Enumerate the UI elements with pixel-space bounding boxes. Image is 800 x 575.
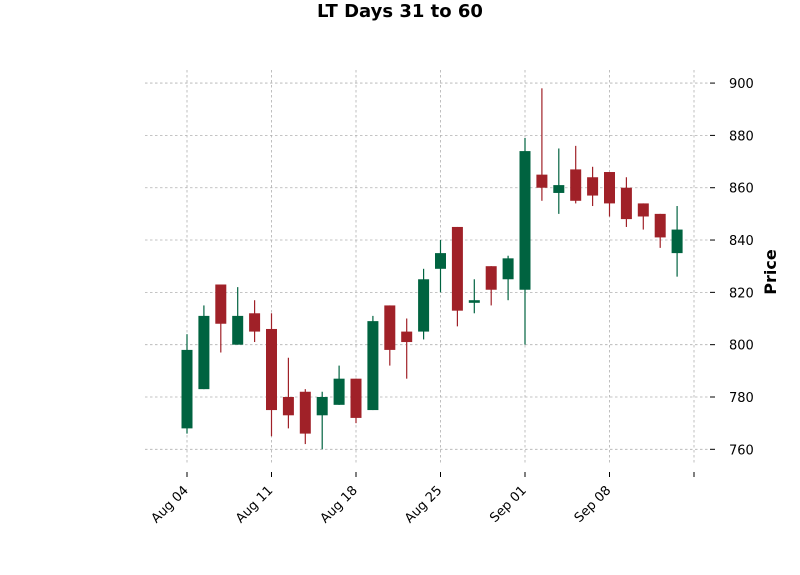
x-tick-label: Aug 18 xyxy=(318,483,361,526)
candle-body-down xyxy=(249,313,261,332)
x-tick-label: Aug 11 xyxy=(233,483,276,526)
candle-body-down xyxy=(266,328,277,411)
candle xyxy=(333,365,345,405)
grid xyxy=(145,70,710,465)
candle xyxy=(587,166,599,207)
x-tick-label: Sep 08 xyxy=(572,483,615,526)
candle-body-down xyxy=(215,284,227,324)
candle-body-down xyxy=(384,305,396,350)
candle-body-down xyxy=(299,391,311,434)
candle xyxy=(418,268,430,340)
candle-body-up xyxy=(333,378,345,405)
candle xyxy=(401,318,413,379)
candle xyxy=(435,240,446,293)
candle xyxy=(282,357,294,429)
candle xyxy=(468,279,480,314)
candle-body-down xyxy=(637,203,649,217)
candle xyxy=(485,266,497,306)
candle-body-up xyxy=(553,185,565,193)
candle xyxy=(536,88,548,201)
candle-body-down xyxy=(604,172,615,204)
x-tick-label: Aug 25 xyxy=(402,483,445,526)
candle-body-up xyxy=(468,300,480,303)
y-axis: 760 780 800 820 840 860 880 900 xyxy=(710,77,754,458)
candle-body-up xyxy=(502,258,514,280)
y-tick-label: 780 xyxy=(729,391,754,406)
candle-body-down xyxy=(451,226,463,311)
candle-body-up xyxy=(519,151,531,290)
candle xyxy=(316,391,328,450)
y-tick-label: 820 xyxy=(729,286,754,301)
candle-body-down xyxy=(536,174,548,188)
candle-body-down xyxy=(485,266,497,290)
candle xyxy=(654,213,666,248)
candle xyxy=(637,203,649,230)
candle-body-down xyxy=(401,331,413,343)
candle xyxy=(553,148,565,214)
candle-body-down xyxy=(654,213,666,238)
x-axis: Aug 04 Aug 11 Aug 18 Aug 25 Sep 01 Sep 08 xyxy=(149,472,695,526)
candle-body-up xyxy=(232,315,244,345)
candle-body-up xyxy=(181,349,193,429)
candle xyxy=(367,315,379,411)
candle xyxy=(671,206,683,277)
candle xyxy=(384,305,396,366)
candle xyxy=(198,305,210,390)
candle xyxy=(570,145,582,204)
y-tick-label: 880 xyxy=(729,129,754,144)
candle xyxy=(502,255,514,301)
y-tick-label: 800 xyxy=(729,339,754,354)
candle-body-up xyxy=(198,315,210,390)
y-tick-label: 840 xyxy=(729,234,754,249)
candle-body-up xyxy=(435,253,446,269)
candle xyxy=(519,138,531,345)
candle xyxy=(232,287,244,345)
candle-body-up xyxy=(418,279,430,332)
candle-body-down xyxy=(587,177,599,196)
candle-body-down xyxy=(620,187,632,220)
candle xyxy=(451,226,463,327)
x-tick-label: Sep 01 xyxy=(487,483,530,526)
chart-title: LT Days 31 to 60 xyxy=(317,1,483,22)
candle xyxy=(215,284,227,353)
candle xyxy=(299,389,311,445)
y-tick-label: 860 xyxy=(729,182,754,197)
candle xyxy=(249,300,261,343)
x-tick-label: Aug 04 xyxy=(149,483,192,526)
candle-body-down xyxy=(570,169,582,201)
y-tick-label: 760 xyxy=(729,443,754,458)
candle-body-up xyxy=(316,396,328,416)
candles xyxy=(181,88,683,450)
candle-body-down xyxy=(350,378,362,418)
candle xyxy=(266,313,277,437)
candle xyxy=(604,172,615,217)
candle xyxy=(181,334,193,434)
candle xyxy=(620,177,632,227)
y-tick-label: 900 xyxy=(729,77,754,92)
candle-body-up xyxy=(367,321,379,411)
candle xyxy=(350,378,362,424)
y-axis-label: Price xyxy=(761,249,780,295)
candle-body-down xyxy=(282,396,294,416)
candle-body-up xyxy=(671,229,683,254)
